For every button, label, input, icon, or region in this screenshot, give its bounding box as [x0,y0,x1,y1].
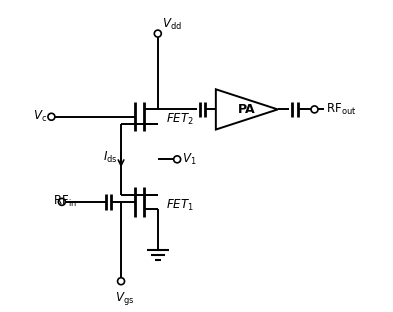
Text: FET$_2$: FET$_2$ [165,112,193,127]
Text: $V_{\rm c}$: $V_{\rm c}$ [33,109,47,124]
Text: $V_{\rm gs}$: $V_{\rm gs}$ [115,290,134,307]
Text: $I_{\rm ds}$: $I_{\rm ds}$ [103,150,117,165]
Text: FET$_1$: FET$_1$ [165,198,193,213]
Text: RF$_{\rm in}$: RF$_{\rm in}$ [53,194,77,209]
Text: $V_{\rm dd}$: $V_{\rm dd}$ [162,17,182,32]
Text: PA: PA [238,103,255,116]
Text: RF$_{\rm out}$: RF$_{\rm out}$ [326,102,356,117]
Text: $V_1$: $V_1$ [182,152,196,167]
